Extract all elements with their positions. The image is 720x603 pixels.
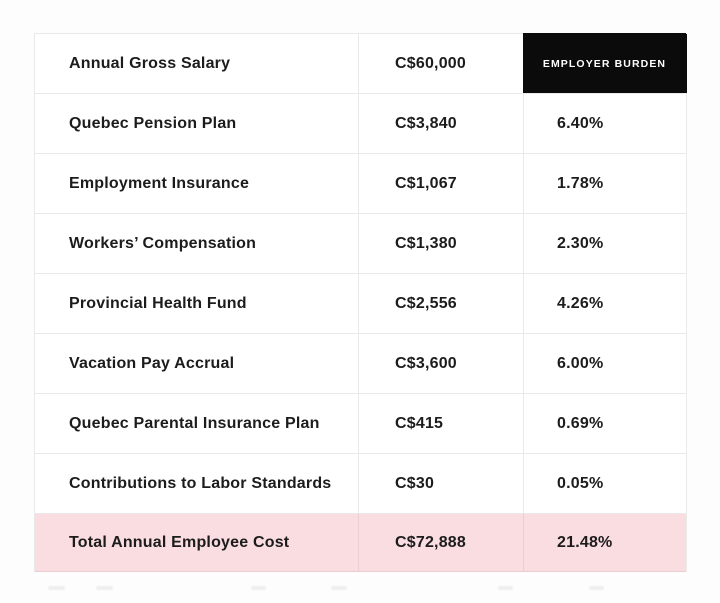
cropped-text-artifact <box>251 586 266 590</box>
row-label-contributions-to-labor-standards: Contributions to Labor Standards <box>35 453 358 513</box>
row-label-quebec-parental-insurance-plan: Quebec Parental Insurance Plan <box>35 393 358 453</box>
row-value: C$2,556 <box>358 273 523 333</box>
row-burden: 1.78% <box>523 153 686 213</box>
row-label-workers-compensation: Workers’ Compensation <box>35 213 358 273</box>
total-row-value: C$72,888 <box>358 513 523 571</box>
cropped-text-artifact <box>48 586 65 590</box>
total-row-burden: 21.48% <box>523 513 686 571</box>
row-burden: 6.00% <box>523 333 686 393</box>
row-value: C$3,600 <box>358 333 523 393</box>
row-label-employment-insurance: Employment Insurance <box>35 153 358 213</box>
total-row-label: Total Annual Employee Cost <box>35 513 358 571</box>
row-burden: 2.30% <box>523 213 686 273</box>
employer-cost-table: Annual Gross Salary C$60,000 EMPLOYER BU… <box>34 33 687 572</box>
row-burden: 6.40% <box>523 93 686 153</box>
row-value: C$30 <box>358 453 523 513</box>
cropped-text-artifact <box>498 586 513 590</box>
row-burden: 4.26% <box>523 273 686 333</box>
row-value: C$415 <box>358 393 523 453</box>
header-salary-value: C$60,000 <box>358 34 523 93</box>
cropped-text-artifact <box>96 586 113 590</box>
row-value: C$1,380 <box>358 213 523 273</box>
row-value: C$1,067 <box>358 153 523 213</box>
cropped-text-artifact <box>589 586 604 590</box>
header-employer-burden: EMPLOYER BURDEN <box>523 34 686 93</box>
row-label-quebec-pension-plan: Quebec Pension Plan <box>35 93 358 153</box>
row-burden: 0.69% <box>523 393 686 453</box>
row-label-provincial-health-fund: Provincial Health Fund <box>35 273 358 333</box>
row-value: C$3,840 <box>358 93 523 153</box>
header-label: Annual Gross Salary <box>35 34 358 93</box>
cropped-text-artifact <box>331 586 347 590</box>
row-label-vacation-pay-accrual: Vacation Pay Accrual <box>35 333 358 393</box>
row-burden: 0.05% <box>523 453 686 513</box>
